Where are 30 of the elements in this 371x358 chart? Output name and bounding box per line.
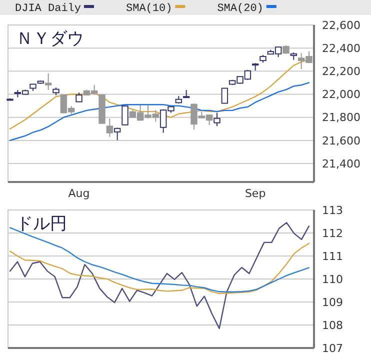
y-tick-label: 112 xyxy=(322,226,343,240)
y-tick-label: 22,200 xyxy=(322,65,360,78)
y-tick-label: 22,600 xyxy=(322,18,360,32)
y-tick-label: 21,600 xyxy=(322,134,360,148)
candlestick xyxy=(122,105,128,126)
y-tick-label: 22,400 xyxy=(322,42,360,55)
chart-title: ＮＹダウ xyxy=(16,29,84,49)
legend-label: DJIA Daily xyxy=(15,3,82,15)
x-tick-label: Aug xyxy=(68,187,90,200)
y-tick-label: 107 xyxy=(322,342,343,355)
y-tick-label: 110 xyxy=(322,272,343,286)
y-tick-label: 109 xyxy=(322,296,343,309)
y-tick-label: 113 xyxy=(322,204,343,217)
line-series xyxy=(9,82,310,142)
candlestick xyxy=(214,112,220,127)
y-tick-label: 21,800 xyxy=(322,111,360,124)
candlestick xyxy=(76,92,82,102)
y-tick-label: 21,400 xyxy=(322,157,360,170)
y-tick-label: 111 xyxy=(322,250,343,263)
candlestick xyxy=(106,118,114,138)
legend-label: SMA(10) xyxy=(126,3,172,15)
legend-label: SMA(20) xyxy=(217,3,264,15)
candlestick xyxy=(221,87,228,104)
candlestick xyxy=(44,72,52,90)
candlestick xyxy=(114,127,121,141)
chart-title: ドル円 xyxy=(16,214,67,234)
x-tick-label: Sep xyxy=(244,187,266,200)
y-tick-label: 108 xyxy=(322,318,343,332)
line-series xyxy=(9,242,310,294)
y-tick-label: 22,000 xyxy=(322,88,360,102)
